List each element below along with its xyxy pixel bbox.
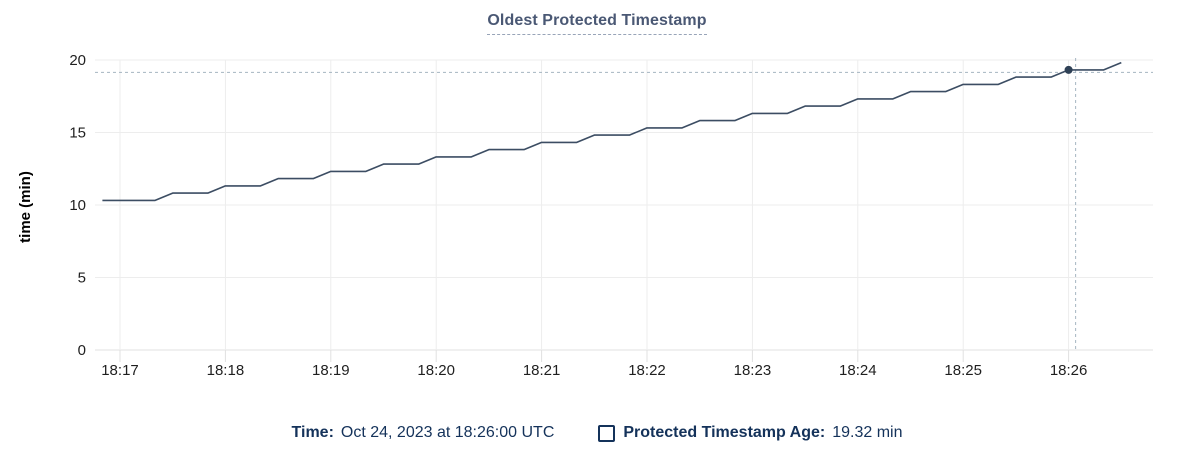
y-axis-title: time (min) [17, 171, 34, 243]
legend-series-label: Protected Timestamp Age: [623, 424, 826, 441]
legend-time-label: Time: [291, 424, 334, 441]
x-tick-label: 18:17 [101, 362, 139, 379]
y-tick-label: 20 [69, 52, 86, 69]
chart-legend: Time: Oct 24, 2023 at 18:26:00 UTC Prote… [0, 418, 1194, 448]
y-tick-label: 10 [69, 197, 86, 214]
y-tick-label: 5 [78, 270, 86, 287]
data-line-protected-timestamp-age[interactable] [102, 61, 1122, 202]
chart-title: Oldest Protected Timestamp [0, 12, 1194, 35]
x-tick-label: 18:19 [312, 362, 350, 379]
x-tick-label: 18:25 [944, 362, 982, 379]
chart-title-text[interactable]: Oldest Protected Timestamp [487, 12, 707, 35]
x-tick-label: 18:26 [1050, 362, 1088, 379]
hover-data-point[interactable] [1064, 65, 1073, 74]
x-tick-label: 18:18 [207, 362, 245, 379]
x-tick-label: 18:23 [734, 362, 772, 379]
x-tick-label: 18:20 [417, 362, 455, 379]
x-tick-label: 18:22 [628, 362, 666, 379]
y-tick-label: 15 [69, 125, 86, 142]
series-toggle-checkbox[interactable] [598, 424, 616, 442]
x-tick-label: 18:24 [839, 362, 877, 379]
y-tick-label: 0 [78, 342, 86, 359]
x-tick-label: 18:21 [523, 362, 561, 379]
legend-series-value: 19.32 min [832, 424, 903, 441]
line-chart[interactable]: 0 5 10 15 20 18:17 18:18 18:19 18:20 18:21 18:22 18… [0, 40, 1194, 400]
legend-time-value: Oct 24, 2023 at 18:26:00 UTC [340, 424, 555, 441]
